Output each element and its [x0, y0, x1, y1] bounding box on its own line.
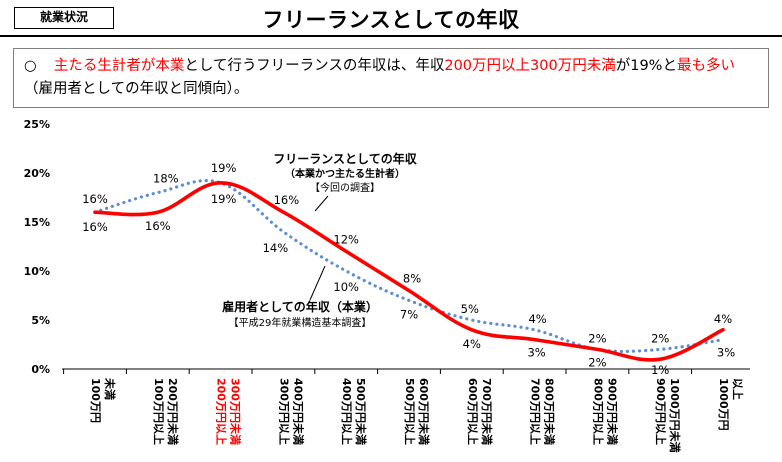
data-label-freelance: 4%: [714, 312, 732, 326]
summary-part-4: が19%と: [615, 58, 677, 74]
annotation-freelance-title: フリーランスとしての年収: [273, 151, 417, 166]
series-line-employee: [93, 178, 725, 354]
chart-data-labels: 16% 16% 19% 16% 12% 8% 4% 3% 2% 1% 4% 16% 18% 19% 14% 1…: [82, 161, 735, 377]
chart-annotations: フリーランスとしての年収 （本業かつ主たる生計者） 【今回の調査】 雇用者として…: [222, 151, 418, 329]
x-category-label: 未満: [103, 377, 117, 400]
annotation-freelance-source: 【今回の調査】: [310, 181, 380, 194]
x-category-label: 100万円: [89, 378, 102, 423]
title-divider: [0, 35, 782, 37]
y-tick-label: 25%: [24, 118, 50, 131]
bullet-marker: ○: [24, 58, 37, 74]
x-category-label: 1000万円未満: [668, 378, 682, 453]
x-category-label: 100万円以上: [152, 378, 166, 445]
y-tick-label: 10%: [24, 265, 50, 278]
annotation-employee-title: 雇用者としての年収（本業）: [222, 299, 378, 314]
summary-text: ○ 主たる生計者が本業として行うフリーランスの年収は、年収200万円以上300万…: [24, 55, 756, 101]
page-title: フリーランスとしての年収: [262, 8, 520, 32]
x-category-label: 300万円未満: [229, 378, 243, 445]
y-tick-label: 20%: [24, 167, 50, 180]
x-category-label: 800万円以上: [591, 378, 605, 445]
x-category-label: 900万円以上: [654, 378, 668, 445]
data-label-employee: 3%: [717, 346, 735, 360]
y-tick-label: 5%: [31, 314, 50, 327]
summary-part-2: として行うフリーランスの年収は、年収: [184, 58, 445, 74]
y-tick-label: 15%: [24, 216, 50, 229]
data-label-freelance: 4%: [463, 337, 481, 351]
x-category-label: 以上: [731, 378, 745, 400]
section-badge: 就業状況: [14, 7, 114, 29]
annotation-employee-source: 【平成29年就業構造基本調査】: [229, 316, 372, 329]
data-label-freelance: 3%: [527, 346, 545, 360]
data-label-employee: 19%: [211, 161, 237, 175]
summary-part-1: 主たる生計者が本業: [53, 58, 185, 74]
data-label-employee: 14%: [263, 241, 289, 255]
data-label-employee: 10%: [333, 280, 359, 294]
summary-part-5: 最も多い: [676, 58, 735, 74]
x-category-label: 1000万円: [717, 378, 730, 431]
data-label-employee: 4%: [528, 312, 546, 326]
annotation-freelance-sub: （本業かつ主たる生計者）: [285, 167, 405, 180]
data-label-employee: 16%: [82, 192, 108, 206]
data-label-freelance: 12%: [333, 232, 359, 246]
x-category-label: 600万円以上: [466, 378, 480, 445]
x-category-label: 800万円未満: [543, 378, 557, 445]
chart-series: [93, 178, 725, 362]
data-label-freelance: 16%: [82, 220, 108, 234]
x-category-label: 500万円未満: [354, 378, 368, 445]
chart-axes: 0% 5% 10% 15% 20% 25% 100万円 未満 100万円以上 200万円未満 200…: [24, 118, 750, 453]
annotation-freelance-pointer: [314, 195, 329, 212]
data-label-freelance: 8%: [403, 272, 421, 286]
summary-part-3: 200万円以上300万円未満: [444, 58, 616, 74]
x-category-label: 700万円未満: [480, 378, 494, 445]
y-tick-label: 0%: [31, 363, 50, 376]
series-line-freelance: [93, 180, 725, 362]
data-label-employee: 5%: [461, 302, 479, 316]
summary-box: ○ 主たる生計者が本業として行うフリーランスの年収は、年収200万円以上300万…: [13, 48, 769, 108]
data-label-employee: 18%: [153, 172, 179, 186]
x-category-label: 700万円以上: [529, 378, 543, 445]
x-category-label: 500万円以上: [403, 378, 417, 445]
x-category-label: 400万円以上: [340, 378, 354, 445]
data-label-freelance: 19%: [211, 192, 237, 206]
header-bar: 就業状況 フリーランスとしての年収: [0, 0, 782, 38]
x-category-label: 900万円未満: [605, 378, 619, 445]
x-category-label: 300万円以上: [277, 378, 291, 445]
data-label-freelance: 16%: [145, 219, 171, 233]
x-category-label: 400万円未満: [291, 378, 305, 445]
data-label-freelance: 1%: [651, 363, 669, 377]
data-label-employee: 7%: [400, 307, 418, 321]
summary-part-6: （雇用者としての年収と同傾向）。: [24, 81, 249, 97]
data-label-freelance: 2%: [588, 355, 606, 369]
data-label-freelance: 16%: [274, 193, 300, 207]
x-category-label: 200万円未満: [166, 378, 180, 445]
data-label-employee: 2%: [588, 331, 606, 345]
x-category-label: 200万円以上: [215, 378, 229, 445]
x-category-label: 600万円未満: [417, 378, 431, 445]
annotation-employee-pointer: [309, 265, 326, 301]
data-label-employee: 2%: [651, 331, 669, 345]
